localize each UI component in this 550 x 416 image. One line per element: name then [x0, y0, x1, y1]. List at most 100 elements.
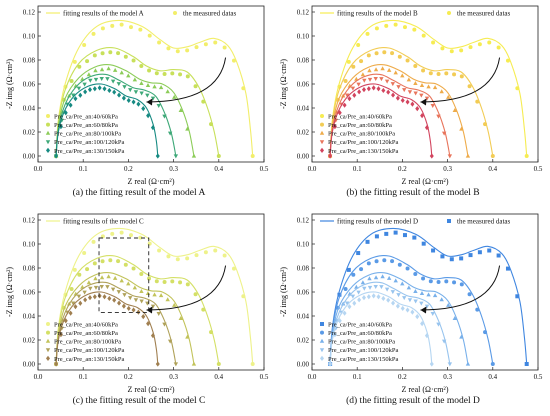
- trend-arrow-head: [146, 98, 153, 106]
- data-point: [117, 92, 122, 98]
- y-tick-label: 0.00: [23, 360, 36, 368]
- measured-points-series-1: [328, 230, 529, 366]
- data-point: [132, 285, 138, 290]
- data-point: [420, 113, 425, 119]
- data-point: [69, 287, 74, 292]
- caption-c: (c) the fitting result of the model C: [72, 396, 206, 406]
- data-point: [421, 241, 426, 246]
- data-point: [367, 285, 373, 290]
- x-tick-label: 0.0: [308, 373, 317, 381]
- data-point: [393, 278, 398, 283]
- legend-label-series-5: Pre_ca/Pre_an:130/150kPa: [54, 148, 125, 155]
- data-point: [360, 72, 366, 77]
- data-point: [213, 248, 218, 253]
- data-point: [344, 93, 350, 98]
- y-tick-label: 0.00: [23, 152, 36, 160]
- data-point: [58, 332, 63, 338]
- data-point: [100, 234, 105, 239]
- data-point: [85, 59, 90, 64]
- data-point: [83, 297, 88, 303]
- data-point: [133, 298, 139, 303]
- data-point: [88, 78, 93, 83]
- legend-marker-series-2: [46, 122, 50, 127]
- y-tick-label: 0.06: [297, 80, 310, 88]
- fit-curve-series-4: [329, 73, 451, 157]
- data-point: [138, 27, 143, 32]
- data-point: [376, 294, 381, 300]
- data-point: [128, 233, 133, 238]
- data-point: [384, 23, 389, 28]
- data-point: [390, 82, 396, 87]
- data-point: [250, 154, 255, 158]
- data-point: [191, 361, 197, 366]
- data-point: [337, 110, 342, 116]
- fit-curve-series-4: [55, 73, 177, 157]
- x-tick-label: 0.5: [534, 165, 543, 173]
- legend-label-series-4: Pre_ca/Pre_an:100/120kPa: [328, 347, 399, 354]
- legend-label-series-3: Pre_ca/Pre_an:80/100kPa: [328, 131, 395, 138]
- y-tick-label: 0.02: [297, 336, 310, 344]
- data-point: [88, 286, 93, 291]
- data-point: [119, 278, 124, 283]
- data-point: [413, 80, 418, 85]
- data-point: [405, 266, 410, 271]
- data-point: [70, 93, 76, 98]
- data-point: [63, 318, 68, 324]
- data-point: [505, 58, 510, 63]
- fit-curve-series-3: [55, 64, 195, 157]
- data-point: [359, 267, 364, 272]
- data-point: [396, 293, 401, 298]
- data-point: [384, 231, 389, 236]
- data-point: [110, 231, 115, 236]
- x-tick-label: 0.0: [34, 165, 43, 173]
- data-point: [419, 83, 425, 88]
- legend-label-series-2: Pre_ca/Pre_an:60/80kPa: [54, 122, 118, 129]
- legend-measured-marker: [447, 11, 451, 15]
- data-point: [54, 153, 59, 159]
- data-point: [429, 153, 434, 159]
- data-point: [178, 72, 183, 77]
- data-point: [191, 153, 197, 158]
- data-point: [366, 53, 371, 58]
- data-point: [150, 96, 156, 101]
- legend-marker-series-3: [319, 130, 325, 135]
- y-tick-label: 0.02: [297, 128, 310, 136]
- x-tick-label: 0.4: [488, 165, 497, 173]
- data-point: [400, 97, 405, 104]
- data-point: [390, 259, 395, 264]
- data-point: [459, 256, 464, 261]
- fit-curve-series-5: [329, 291, 433, 365]
- data-point: [122, 85, 127, 90]
- data-point: [407, 90, 413, 95]
- data-point: [352, 300, 357, 306]
- legend-label-series-3: Pre_ca/Pre_an:80/100kPa: [54, 131, 121, 138]
- data-point: [487, 40, 492, 45]
- data-point: [477, 42, 482, 47]
- data-point: [447, 154, 453, 159]
- fit-curve-series-1: [55, 19, 254, 157]
- data-point: [395, 303, 400, 309]
- data-point: [231, 266, 236, 271]
- data-point: [412, 235, 417, 240]
- data-point: [397, 262, 402, 267]
- data-point: [376, 86, 381, 92]
- data-point: [343, 287, 348, 292]
- data-point: [406, 285, 412, 290]
- data-point: [126, 305, 131, 312]
- data-point: [123, 262, 128, 267]
- x-tick-label: 0.1: [79, 165, 88, 173]
- data-point: [216, 362, 221, 366]
- data-point: [138, 235, 143, 240]
- data-point: [241, 86, 246, 91]
- data-point: [449, 49, 454, 54]
- data-point: [386, 275, 392, 280]
- data-point: [133, 90, 139, 95]
- data-point: [413, 63, 418, 68]
- data-point: [515, 294, 520, 299]
- data-point: [167, 339, 173, 344]
- data-point: [332, 124, 337, 130]
- data-point: [155, 153, 160, 159]
- measured-points-series-2: [54, 50, 221, 158]
- data-point: [145, 93, 150, 98]
- data-point: [178, 107, 184, 112]
